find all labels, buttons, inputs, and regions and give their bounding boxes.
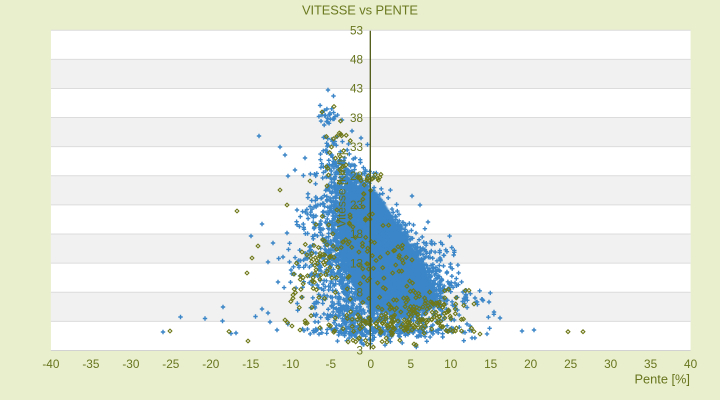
svg-text:VITESSE vs PENTE: VITESSE vs PENTE [302, 3, 418, 18]
svg-text:15: 15 [484, 357, 498, 371]
svg-text:23: 23 [350, 199, 363, 212]
svg-text:10: 10 [444, 357, 458, 371]
svg-text:3: 3 [356, 316, 363, 329]
svg-text:-10: -10 [282, 357, 299, 371]
svg-text:35: 35 [644, 357, 658, 371]
svg-text:20: 20 [524, 357, 538, 371]
svg-text:43: 43 [350, 83, 363, 96]
svg-text:40: 40 [684, 357, 698, 371]
svg-text:38: 38 [350, 112, 363, 125]
svg-text:48: 48 [350, 54, 363, 67]
svg-text:5: 5 [407, 357, 414, 371]
svg-text:13: 13 [350, 257, 363, 270]
svg-text:-40: -40 [42, 357, 59, 371]
svg-text:Pente [%]: Pente [%] [635, 372, 691, 387]
svg-text:25: 25 [564, 357, 578, 371]
svg-text:-35: -35 [82, 357, 99, 371]
svg-text:18: 18 [350, 228, 363, 241]
svg-text:0: 0 [367, 357, 374, 371]
svg-text:8: 8 [356, 286, 363, 299]
svg-text:33: 33 [350, 141, 363, 154]
svg-text:-5: -5 [326, 357, 337, 371]
svg-text:28: 28 [350, 170, 363, 183]
svg-text:-25: -25 [162, 357, 179, 371]
svg-text:-20: -20 [202, 357, 219, 371]
svg-text:3: 3 [356, 345, 363, 358]
svg-text:-30: -30 [122, 357, 139, 371]
svg-text:Vitesse [km/h]: Vitesse [km/h] [335, 152, 349, 227]
svg-text:-15: -15 [242, 357, 259, 371]
svg-text:30: 30 [604, 357, 618, 371]
svg-text:53: 53 [350, 24, 363, 37]
